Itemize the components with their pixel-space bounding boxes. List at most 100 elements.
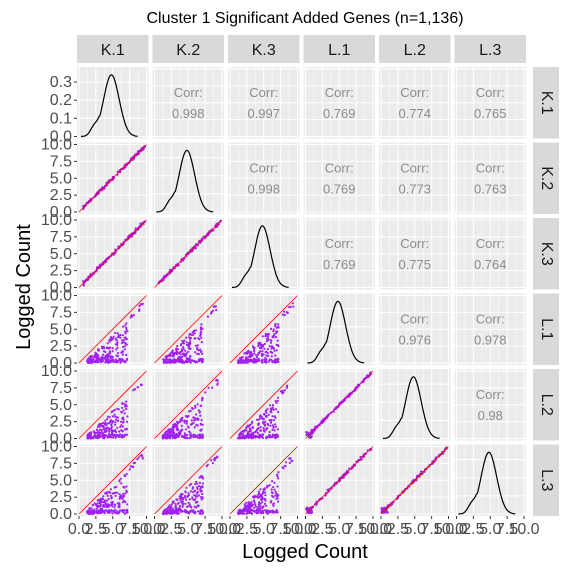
- scatter-point: [124, 324, 127, 327]
- scatter-point: [192, 330, 195, 333]
- scatter-point: [184, 355, 187, 358]
- scatter-point: [263, 412, 266, 415]
- scatter-point: [114, 491, 117, 494]
- corr-value: 0.769: [323, 257, 356, 272]
- scatter-point: [185, 486, 188, 489]
- reference-line: [154, 370, 223, 439]
- scatter-point: [246, 432, 249, 435]
- scatter-point: [198, 358, 201, 361]
- scatter-point: [177, 512, 180, 515]
- scatter-point: [274, 416, 277, 419]
- scatter-point: [267, 333, 270, 336]
- scatter-point: [108, 510, 111, 513]
- scatter-point: [255, 354, 258, 357]
- scatter-point: [121, 358, 124, 361]
- x-tick-label: 5.0: [328, 521, 350, 538]
- reference-line: [78, 295, 147, 364]
- scatter-point: [194, 494, 197, 498]
- scatter-point: [262, 490, 265, 493]
- scatter-point: [136, 458, 139, 461]
- scatter-point: [270, 488, 273, 491]
- scatter-point: [184, 434, 187, 437]
- row-strip-label: K.3: [538, 242, 555, 266]
- scatter-point: [111, 500, 114, 504]
- scatter-point: [172, 501, 175, 504]
- panel-L.3-K.2: [152, 444, 224, 516]
- scatter-point: [200, 323, 203, 326]
- reference-line: [78, 370, 147, 439]
- scatter-point: [249, 502, 252, 505]
- scatter-point: [107, 432, 111, 436]
- scatter-point: [246, 511, 249, 514]
- density-curve: [307, 300, 365, 364]
- scatter-point: [187, 342, 190, 345]
- scatter-point: [185, 511, 188, 514]
- scatter-point: [198, 510, 202, 513]
- density-curve: [382, 376, 440, 440]
- scatter-point: [285, 461, 288, 464]
- scatter-point: [188, 357, 191, 361]
- scatter-point: [272, 502, 275, 505]
- scatter-point: [292, 305, 295, 308]
- scatter-point: [273, 419, 276, 422]
- x-tick-label: 0.0: [445, 521, 467, 538]
- scatter-point: [104, 350, 107, 353]
- scatter-point: [267, 413, 270, 416]
- column-strip-label: K.3: [252, 42, 276, 59]
- scatter-point: [105, 424, 108, 427]
- scatter-point: [261, 492, 264, 495]
- scatter-point: [191, 407, 194, 410]
- scatter-point: [190, 419, 193, 422]
- scatter-point: [126, 511, 129, 514]
- scatter-point: [201, 352, 204, 355]
- x-tick-label: 5.0: [177, 521, 199, 538]
- scatter-point: [126, 330, 129, 333]
- scatter-point: [124, 500, 127, 504]
- corr-value: 0.98: [478, 408, 503, 423]
- scatter-point: [256, 356, 259, 359]
- scatter-point: [117, 505, 120, 508]
- scatter-point: [270, 411, 273, 414]
- scatter-point: [189, 505, 192, 508]
- scatter-point: [275, 358, 278, 361]
- scatter-point: [348, 395, 351, 398]
- scatter-point: [212, 305, 215, 308]
- x-tick-label: 2.5: [462, 521, 484, 538]
- scatter-point: [244, 508, 247, 511]
- scatter-point: [88, 435, 91, 438]
- scatter-point: [271, 480, 274, 483]
- row-strip-label: L.1: [538, 318, 555, 340]
- scatter-point: [182, 342, 186, 345]
- panel-L.1-L.1: [303, 293, 375, 365]
- corr-label: Corr:: [400, 311, 429, 326]
- scatter-point: [91, 360, 94, 363]
- scatter-point: [107, 497, 110, 500]
- scatter-point: [249, 435, 252, 438]
- scatter-point: [115, 418, 118, 421]
- scatter-point: [102, 428, 105, 431]
- x-tick-label: 10.0: [131, 521, 162, 538]
- scatter-point: [285, 311, 288, 314]
- scatter-point: [251, 426, 254, 429]
- scatter-point: [252, 359, 255, 362]
- scatter-point: [194, 404, 197, 407]
- scatter-point: [256, 428, 259, 431]
- scatter-point: [174, 424, 177, 427]
- scatter-point: [110, 429, 113, 433]
- scatter-point: [265, 437, 268, 440]
- scatter-point: [200, 490, 203, 493]
- scatter-point: [117, 408, 120, 411]
- panel-L.3-K.3: [228, 444, 300, 516]
- y-tick-label: 0.0: [50, 506, 72, 523]
- scatter-points: [237, 384, 289, 440]
- scatter-point: [384, 510, 387, 514]
- scatter-point: [181, 350, 184, 353]
- scatter-point: [192, 499, 195, 502]
- scatter-point: [137, 152, 140, 155]
- scatter-point: [196, 403, 199, 406]
- scatter-point: [175, 508, 178, 511]
- scatter-point: [95, 352, 98, 355]
- scatter-point: [187, 504, 190, 508]
- scatter-point: [112, 335, 115, 338]
- scatter-point: [184, 490, 187, 493]
